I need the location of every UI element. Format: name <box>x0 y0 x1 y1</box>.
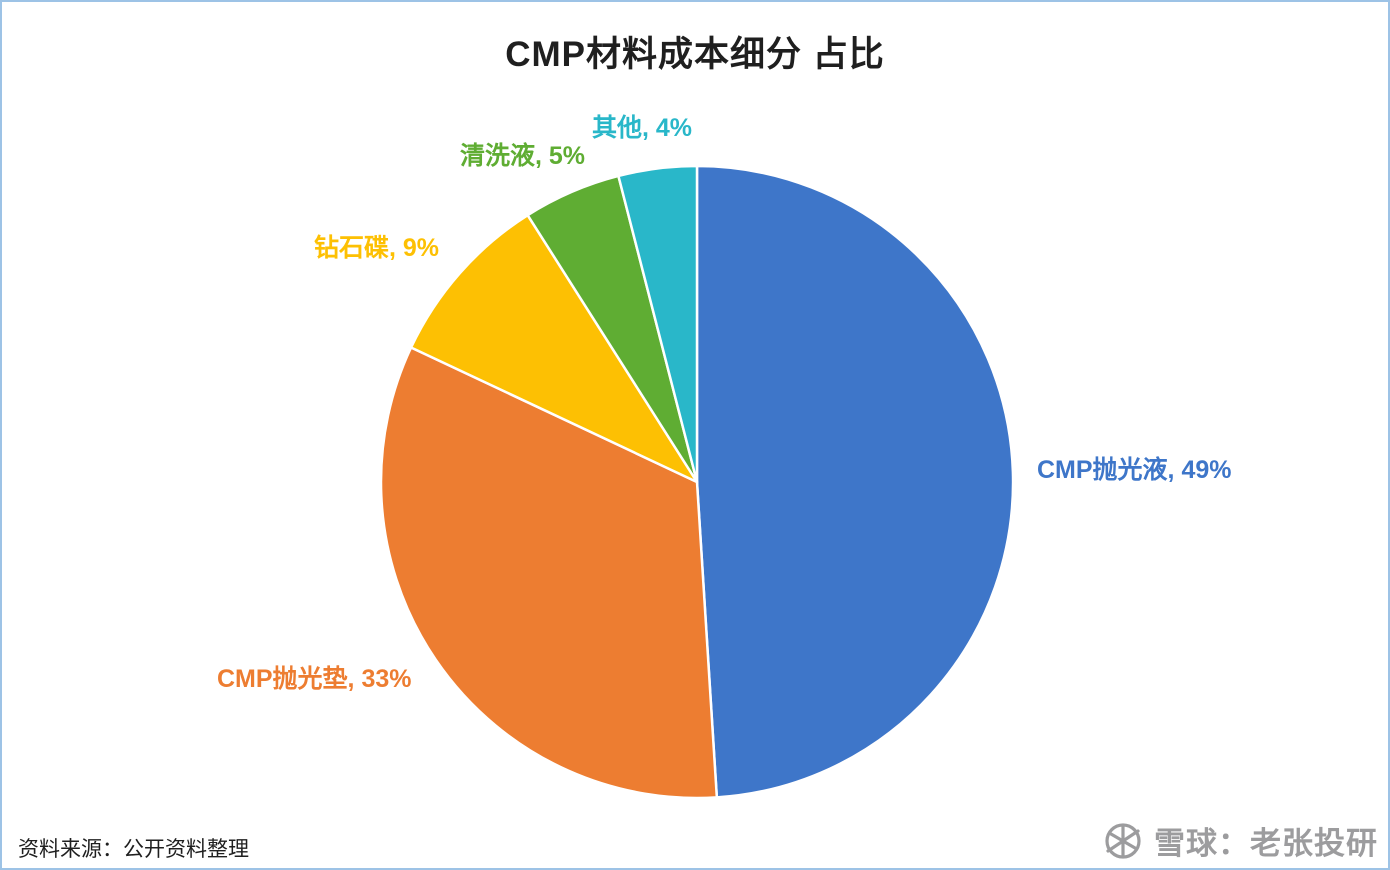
watermark-text: 雪球：老张投研 <box>1154 826 1378 861</box>
slice-label-cmp-polishing-pad: CMP抛光垫, 33% <box>217 665 412 693</box>
pie-slice-0 <box>695 164 1015 799</box>
pie-slice-4 <box>617 164 699 484</box>
pie-slice-2 <box>409 213 699 484</box>
slice-label-cmp-polishing-slurry: CMP抛光液, 49% <box>1037 456 1232 484</box>
slice-label-diamond-disk: 钻石碟, 9% <box>314 234 440 262</box>
slice-label-cleaning-fluid: 清洗液, 5% <box>460 142 586 170</box>
xueqiu-snowball-icon <box>1105 822 1141 859</box>
source-note: 资料来源：公开资料整理 <box>18 838 249 861</box>
chart-title: CMP材料成本细分 占比 <box>505 35 885 74</box>
slice-label-other: 其他, 4% <box>592 114 693 142</box>
watermark: 雪球：老张投研 <box>1101 818 1378 863</box>
pie-slice-1 <box>379 346 719 800</box>
